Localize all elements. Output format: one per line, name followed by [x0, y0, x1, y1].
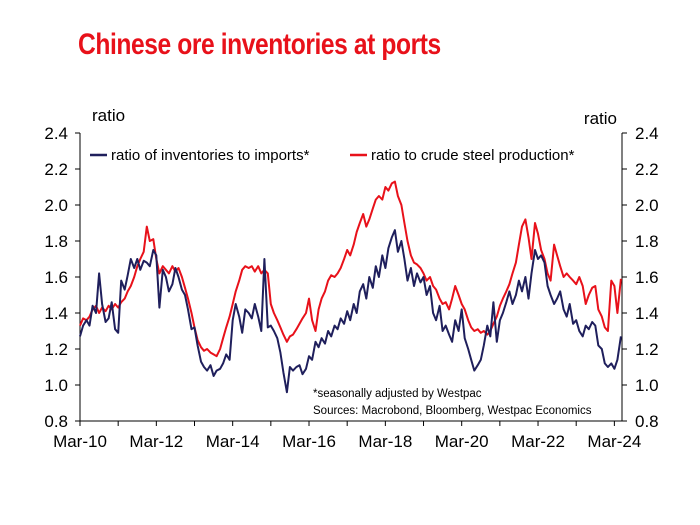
x-tick-label: Mar-24 [587, 432, 641, 451]
y-tick-label-left: 2.2 [44, 160, 68, 179]
y-tick-label-left: 2.4 [44, 124, 68, 143]
x-tick-label: Mar-10 [53, 432, 107, 451]
y-tick-label-right: 2.4 [635, 124, 659, 143]
x-tick-label: Mar-18 [358, 432, 412, 451]
x-tick-label: Mar-22 [511, 432, 565, 451]
y-tick-label-right: 2.0 [635, 196, 659, 215]
y-tick-label-right: 1.6 [635, 268, 659, 287]
y-tick-label-right: 2.2 [635, 160, 659, 179]
y-tick-label-right: 1.0 [635, 376, 659, 395]
y-tick-label-left: 0.8 [44, 412, 68, 431]
y-tick-label-left: 2.0 [44, 196, 68, 215]
y-axis-right: 0.8 1.0 1.2 1.4 1.6 1.8 2.0 2.2 2.4 [622, 124, 659, 431]
series-lines [79, 180, 622, 394]
legend: ratio of inventories to imports* ratio to… [90, 147, 575, 164]
y-unit-left: ratio [92, 106, 125, 125]
x-tick-label: Mar-20 [435, 432, 489, 451]
legend-label-0: ratio of inventories to imports* [111, 147, 310, 164]
y-tick-label-right: 1.2 [635, 340, 659, 359]
x-tick-label: Mar-14 [206, 432, 260, 451]
series-line-1 [79, 180, 622, 358]
y-tick-label-right: 1.4 [635, 304, 659, 323]
y-tick-label-left: 1.0 [44, 376, 68, 395]
y-tick-label-left: 1.6 [44, 268, 68, 287]
x-axis: Mar-10 Mar-12 Mar-14 Mar-16 Mar-18 Mar-20 Mar-… [53, 421, 641, 451]
footnote: *seasonally adjusted by Westpac [313, 388, 482, 400]
y-unit-right: ratio [584, 109, 617, 128]
series-line-0 [79, 229, 622, 394]
x-tick-label: Mar-12 [129, 432, 183, 451]
y-tick-label-left: 1.2 [44, 340, 68, 359]
x-tick-label: Mar-16 [282, 432, 336, 451]
y-axis-left: 0.8 1.0 1.2 1.4 1.6 1.8 2.0 2.2 2.4 [44, 124, 80, 431]
chart-title: Chinese ore inventories at ports [78, 28, 441, 61]
y-tick-label-left: 1.8 [44, 232, 68, 251]
y-tick-label-right: 0.8 [635, 412, 659, 431]
y-tick-label-left: 1.4 [44, 304, 68, 323]
source-note: Sources: Macrobond, Bloomberg, Westpac E… [313, 405, 592, 417]
legend-label-1: ratio to crude steel production* [371, 147, 575, 164]
y-tick-label-right: 1.8 [635, 232, 659, 251]
